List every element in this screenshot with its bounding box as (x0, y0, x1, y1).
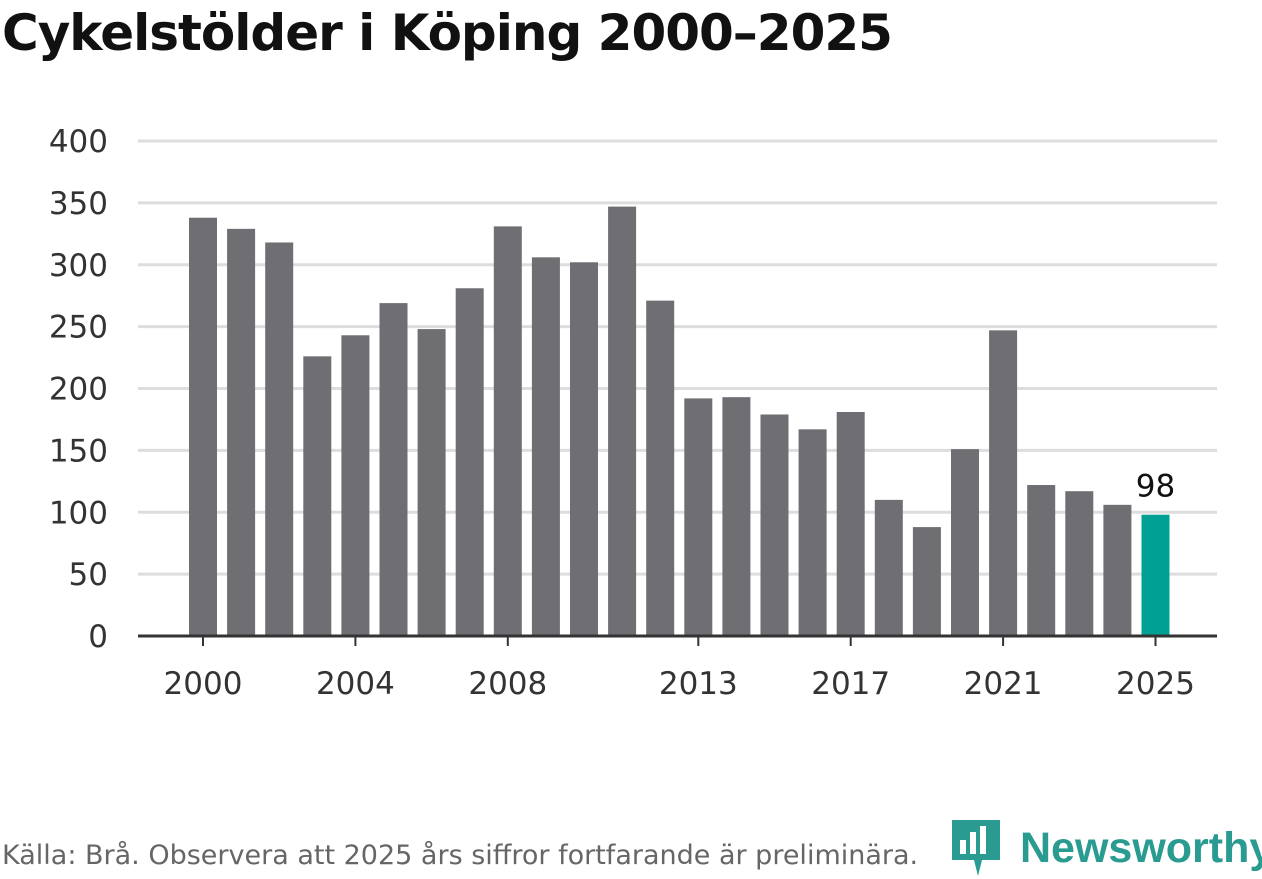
bar-2019 (912, 527, 941, 636)
bars (189, 206, 1170, 637)
data-labels: 98 (1136, 469, 1175, 505)
bar-2021 (989, 330, 1018, 636)
y-tick-label: 250 (49, 310, 108, 346)
y-axis-tick-labels: 0 50 100 150 200 250 300 350 400 (49, 124, 108, 655)
bar-2015 (760, 414, 789, 636)
bar-2005 (379, 303, 408, 636)
bar-2022 (1027, 485, 1056, 636)
logo-text: Newsworthy (1020, 823, 1262, 872)
y-tick-label: 400 (49, 124, 108, 160)
x-axis-tick-labels: 2000 2004 2008 2013 2017 2021 2025 (164, 666, 1195, 702)
bar-2020 (951, 449, 979, 636)
bar-2003 (303, 356, 332, 636)
y-tick-label: 200 (49, 372, 108, 408)
bar-2007 (455, 288, 484, 636)
bar-2025 (1141, 514, 1170, 636)
bar-2017 (836, 412, 865, 636)
bar-2024 (1103, 504, 1132, 636)
x-tick-label: 2004 (316, 666, 395, 702)
bar-2002 (265, 242, 294, 636)
x-axis (138, 634, 1217, 646)
x-tick-label: 2000 (164, 666, 243, 702)
y-tick-label: 300 (49, 248, 108, 284)
source-note: Källa: Brå. Observera att 2025 års siffr… (2, 840, 919, 871)
bar-2011 (608, 206, 637, 636)
x-tick-label: 2021 (964, 666, 1043, 702)
bar-2006 (417, 329, 446, 636)
data-label-2025: 98 (1136, 469, 1175, 505)
bar-2016 (798, 429, 827, 636)
bar-chart-flag-icon (952, 820, 1000, 876)
x-tick-label: 2017 (811, 666, 890, 702)
bar-2010 (570, 262, 598, 636)
bar-2018 (874, 499, 903, 636)
bar-2014 (722, 397, 751, 636)
bar-2012 (646, 300, 675, 636)
bar-2001 (227, 228, 256, 637)
bar-2013 (684, 398, 713, 636)
x-tick-label: 2025 (1116, 666, 1195, 702)
newsworthy-logo: Newsworthy (952, 820, 1262, 876)
x-tick-label: 2013 (659, 666, 738, 702)
bar-2023 (1065, 491, 1094, 636)
bar-2009 (531, 257, 560, 636)
bar-2004 (341, 335, 370, 636)
y-tick-label: 50 (69, 557, 108, 593)
y-tick-label: 350 (49, 186, 108, 222)
y-tick-label: 150 (49, 433, 108, 469)
y-tick-label: 100 (49, 495, 108, 531)
y-tick-label: 0 (88, 619, 108, 655)
chart-title: Cykelstölder i Köping 2000–2025 (2, 4, 893, 62)
bar-2000 (189, 217, 217, 636)
x-tick-label: 2008 (468, 666, 547, 702)
bar-2008 (493, 226, 522, 636)
